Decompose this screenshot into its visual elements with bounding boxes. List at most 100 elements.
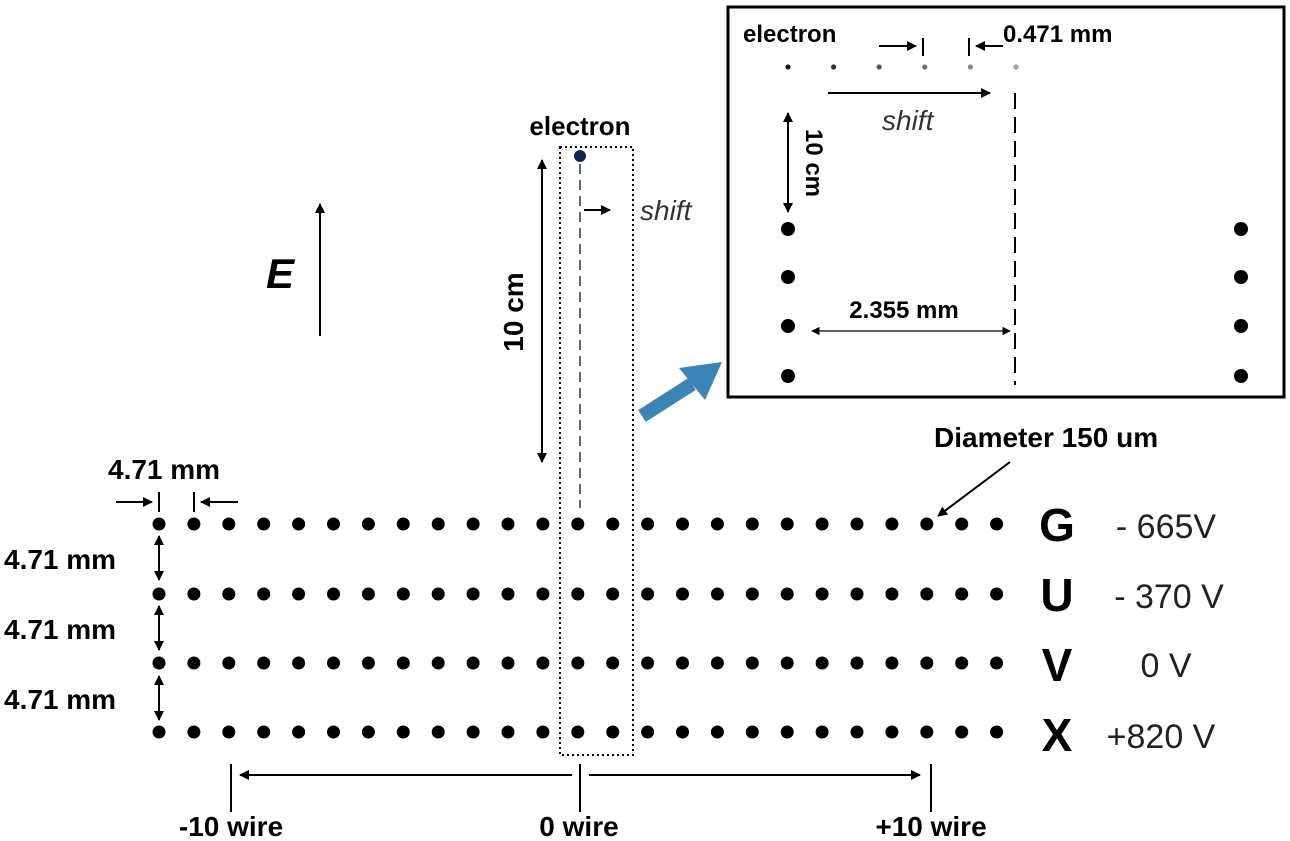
inset-electron-step-4 (967, 64, 974, 70)
wire-v-7 (396, 656, 410, 670)
plane-gap-label-2: 4.71 mm (4, 614, 116, 645)
wire-x-4 (292, 725, 306, 739)
wire-g-23 (955, 517, 969, 531)
inset-frame (726, 5, 1286, 399)
wire-v-1 (187, 656, 201, 670)
wire-x-8 (431, 725, 445, 739)
wire-g-2 (222, 517, 236, 531)
wire-x-19 (815, 725, 829, 739)
wire-v-21 (885, 656, 899, 670)
wire-g-13 (606, 517, 620, 531)
wire-x-22 (920, 725, 934, 739)
inset-wires-right (1234, 222, 1248, 383)
wire-x-2 (222, 725, 236, 739)
wire-g-14 (641, 517, 655, 531)
wire-g-17 (745, 517, 759, 531)
wire-u-3 (257, 587, 271, 601)
wire-x-5 (327, 725, 340, 739)
wire-x-18 (780, 725, 794, 739)
wire-g-3 (257, 517, 271, 531)
wire-u-6 (361, 587, 375, 601)
drift-length-label: 10 cm (498, 272, 529, 351)
wire-u-0 (152, 587, 166, 601)
inset-electron-step-0 (785, 64, 791, 70)
wire-g-5 (327, 517, 340, 531)
inset-half-pitch-label: 2.355 mm (849, 297, 958, 324)
plane-gap-label-3: 4.71 mm (4, 684, 116, 715)
inset-electron-track (785, 64, 1019, 70)
wire-x-9 (466, 725, 480, 739)
wire-v-10 (501, 656, 515, 670)
wire-u-10 (501, 587, 515, 601)
wire-u-16 (710, 587, 724, 601)
plane-letter-x: X (1042, 709, 1073, 761)
wire-u-7 (396, 587, 410, 601)
inset-wire-right-3 (1234, 369, 1248, 383)
wire-g-16 (710, 517, 724, 531)
wire-g-4 (292, 517, 306, 531)
wire-v-2 (222, 656, 236, 670)
wire-index-label-minus10: -10 wire (179, 811, 283, 841)
wire-x-0 (152, 725, 166, 739)
drift-region-box (559, 146, 634, 756)
wire-index-scale: -10 wire 0 wire +10 wire (179, 764, 987, 841)
wire-u-12 (571, 587, 585, 601)
wire-x-15 (676, 725, 689, 739)
wire-index-label-0: 0 wire (539, 811, 618, 841)
wire-x-7 (396, 725, 410, 739)
inset-drift-length-label: 10 cm (800, 129, 827, 197)
wire-g-10 (501, 517, 515, 531)
wire-g-9 (466, 517, 480, 531)
diameter-pointer (937, 461, 1011, 517)
wire-x-11 (536, 725, 550, 739)
plane-letter-v: V (1042, 639, 1073, 691)
wire-u-8 (431, 587, 445, 601)
wire-x-6 (361, 725, 375, 739)
zoom-arrow (638, 362, 722, 422)
wire-g-11 (536, 517, 550, 531)
wire-g-24 (990, 517, 1004, 531)
wire-g-22 (920, 517, 934, 531)
wire-index-label-plus10: +10 wire (875, 811, 986, 841)
wire-v-13 (606, 656, 620, 670)
drift-region: electron shift 10 cm (498, 111, 693, 756)
wire-g-6 (361, 517, 375, 531)
wire-u-2 (222, 587, 236, 601)
wire-x-1 (187, 725, 201, 739)
wire-v-8 (431, 656, 445, 670)
inset-electron-step-1 (831, 64, 837, 70)
wire-u-14 (641, 587, 655, 601)
shift-label: shift (640, 195, 693, 226)
zoom-arrow-head (679, 362, 722, 400)
inset-wire-left-2 (781, 319, 795, 333)
wire-u-24 (990, 587, 1004, 601)
electron-label: electron (529, 111, 630, 141)
wire-u-4 (292, 587, 306, 601)
wire-x-14 (641, 725, 655, 739)
plane-letter-g: G (1039, 499, 1075, 551)
inset-wire-right-2 (1234, 319, 1248, 333)
wire-v-0 (152, 656, 166, 670)
plane-voltage-x: +820 V (1107, 718, 1216, 756)
wire-v-19 (815, 656, 829, 670)
plane-voltage-g: - 665V (1116, 508, 1216, 546)
wire-u-11 (536, 587, 550, 601)
plane-letter-u: U (1040, 569, 1073, 621)
inset-wire-right-1 (1234, 270, 1248, 284)
wire-g-19 (815, 517, 829, 531)
inset-wire-right-0 (1234, 222, 1248, 236)
wire-x-16 (710, 725, 724, 739)
inset-electron-step-3 (922, 64, 928, 70)
wire-v-16 (710, 656, 724, 670)
inset-shift-label: shift (882, 105, 935, 136)
wire-g-0 (152, 517, 166, 531)
wire-v-14 (641, 656, 655, 670)
wire-u-17 (745, 587, 759, 601)
wire-u-19 (815, 587, 829, 601)
wire-v-23 (955, 656, 969, 670)
diameter-callout: Diameter 150 um (934, 422, 1158, 517)
wire-v-6 (361, 656, 375, 670)
plane-labels: G - 665V U - 370 V V 0 V X +820 V (1039, 499, 1224, 761)
wire-u-22 (920, 587, 934, 601)
